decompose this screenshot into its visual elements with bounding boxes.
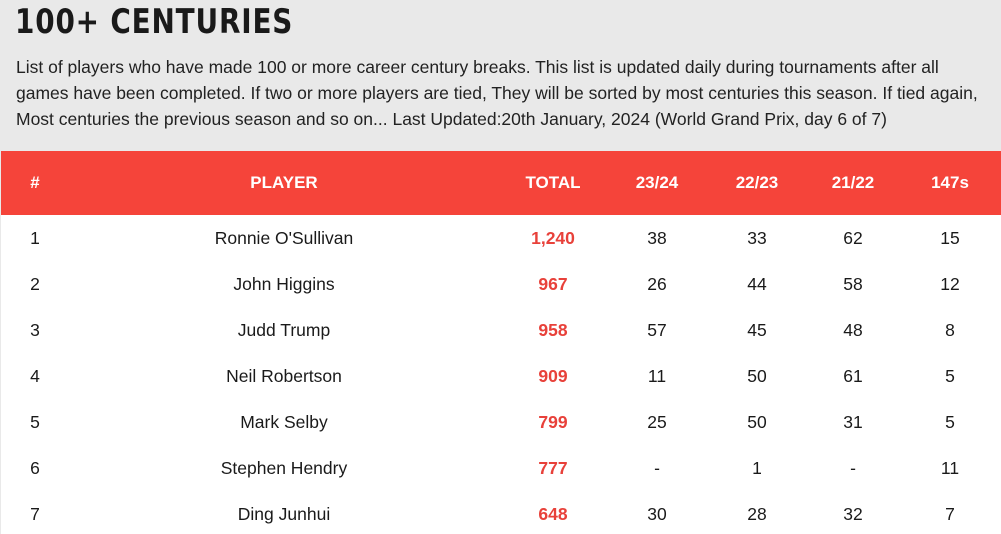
cell-season-22-23: 33 — [747, 227, 767, 248]
cell-total: 799 — [538, 411, 568, 432]
cell-rank: 4 — [30, 365, 40, 386]
cell-player: Mark Selby — [240, 411, 328, 432]
cell-rank: 5 — [30, 411, 40, 432]
centuries-table: # PLAYER TOTAL 23/24 22/23 21/22 147s 1 … — [1, 151, 1001, 534]
cell-147s: 12 — [940, 273, 960, 294]
cell-season-21-22: 32 — [843, 503, 863, 524]
header-season-23-24[interactable]: 23/24 — [635, 173, 679, 192]
cell-season-22-23: 1 — [752, 457, 762, 478]
cell-season-23-24: 25 — [647, 411, 667, 432]
table-row: 5 Mark Selby 799 25 50 31 5 — [1, 399, 1001, 445]
cell-147s: 5 — [945, 365, 955, 386]
cell-rank: 7 — [30, 503, 40, 524]
cell-season-21-22: 31 — [843, 411, 863, 432]
table-row: 4 Neil Robertson 909 11 50 61 5 — [1, 353, 1001, 399]
cell-season-22-23: 44 — [747, 273, 767, 294]
cell-season-22-23: 50 — [747, 365, 767, 386]
cell-season-23-24: 57 — [647, 319, 667, 340]
cell-rank: 6 — [30, 457, 40, 478]
cell-total: 648 — [538, 503, 568, 524]
page-header: 100+ CENTURIES List of players who have … — [0, 0, 1001, 151]
cell-season-22-23: 28 — [747, 503, 767, 524]
cell-total: 1,240 — [531, 227, 575, 248]
cell-season-22-23: 45 — [747, 319, 767, 340]
cell-season-23-24: - — [654, 457, 660, 478]
cell-rank: 2 — [30, 273, 40, 294]
cell-season-21-22: 48 — [843, 319, 863, 340]
cell-player: John Higgins — [233, 273, 335, 294]
cell-player: Stephen Hendry — [220, 457, 348, 478]
cell-147s: 11 — [940, 457, 960, 478]
cell-season-23-24: 26 — [647, 273, 667, 294]
table-header-row: # PLAYER TOTAL 23/24 22/23 21/22 147s — [1, 151, 1001, 215]
header-total[interactable]: TOTAL — [525, 173, 581, 192]
cell-season-22-23: 50 — [747, 411, 767, 432]
page-title: 100+ CENTURIES — [15, 2, 294, 42]
cell-season-21-22: 61 — [843, 365, 863, 386]
cell-total: 909 — [538, 365, 568, 386]
table-row: 2 John Higgins 967 26 44 58 12 — [1, 261, 1001, 307]
cell-rank: 1 — [30, 227, 40, 248]
cell-player: Ding Junhui — [237, 503, 331, 524]
table-row: 7 Ding Junhui 648 30 28 32 7 — [1, 491, 1001, 534]
cell-total: 967 — [538, 273, 568, 294]
header-season-22-23[interactable]: 22/23 — [735, 173, 779, 192]
cell-season-23-24: 30 — [647, 503, 667, 524]
cell-total: 958 — [538, 319, 568, 340]
header-rank[interactable]: # — [30, 173, 40, 192]
cell-147s: 8 — [945, 319, 955, 340]
cell-season-21-22: 58 — [843, 273, 863, 294]
header-147s[interactable]: 147s — [931, 173, 969, 192]
header-season-21-22[interactable]: 21/22 — [831, 173, 875, 192]
cell-season-21-22: - — [850, 457, 856, 478]
table-row: 3 Judd Trump 958 57 45 48 8 — [1, 307, 1001, 353]
cell-season-23-24: 11 — [647, 365, 667, 386]
cell-total: 777 — [538, 457, 568, 478]
table-row: 1 Ronnie O'Sullivan 1,240 38 33 62 15 — [1, 215, 1001, 261]
cell-player: Ronnie O'Sullivan — [214, 227, 354, 248]
cell-player: Neil Robertson — [226, 365, 342, 386]
cell-147s: 5 — [945, 411, 955, 432]
cell-147s: 7 — [945, 503, 955, 524]
cell-season-23-24: 38 — [647, 227, 667, 248]
page-description: List of players who have made 100 or mor… — [16, 57, 978, 129]
cell-season-21-22: 62 — [843, 227, 863, 248]
cell-147s: 15 — [940, 227, 960, 248]
header-player[interactable]: PLAYER — [250, 173, 318, 192]
table-row: 6 Stephen Hendry 777 - 1 - 11 — [1, 445, 1001, 491]
centuries-table-container: # PLAYER TOTAL 23/24 22/23 21/22 147s 1 … — [1, 151, 1001, 534]
cell-player: Judd Trump — [237, 319, 331, 340]
cell-rank: 3 — [30, 319, 40, 340]
